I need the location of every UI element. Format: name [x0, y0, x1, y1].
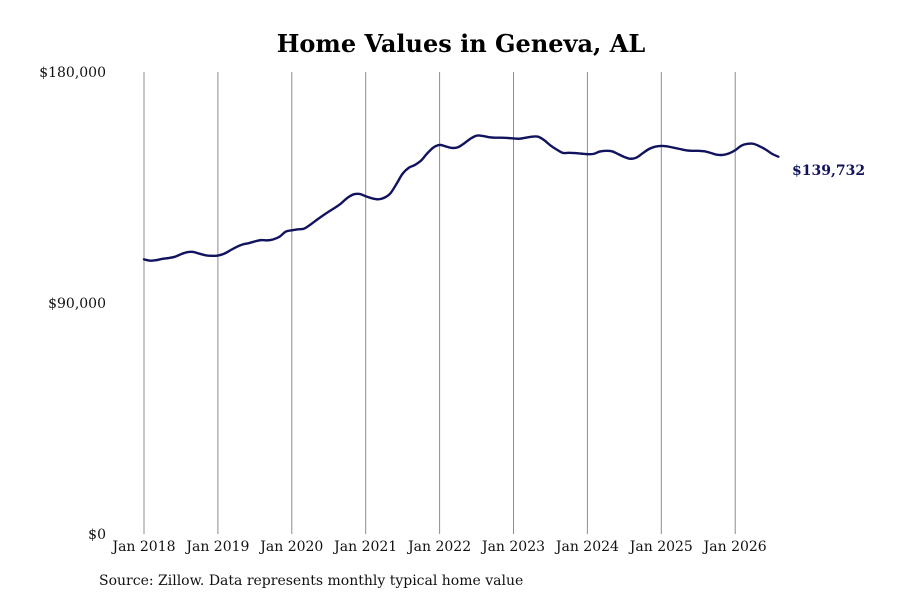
home-value-line — [142, 134, 780, 262]
x-tick-label: Jan 2019 — [184, 539, 249, 555]
y-axis-labels: $0 $90,000 $180,000 — [39, 65, 106, 543]
x-tick-label: Jan 2026 — [702, 539, 767, 555]
x-tick-label: Jan 2024 — [554, 539, 619, 555]
x-tick-label: Jan 2025 — [628, 539, 693, 555]
y-tick-label: $0 — [88, 527, 106, 543]
x-tick-label: Jan 2021 — [332, 539, 397, 555]
x-tick-label: Jan 2022 — [406, 539, 471, 555]
source-note: Source: Zillow. Data represents monthly … — [99, 573, 524, 589]
latest-value-label: $139,732 — [792, 163, 865, 179]
x-tick-label: Jan 2020 — [258, 539, 323, 555]
y-tick-label: $90,000 — [48, 296, 106, 312]
x-tick-label: Jan 2023 — [480, 539, 545, 555]
y-tick-label: $180,000 — [39, 65, 106, 81]
x-axis-labels: Jan 2018 Jan 2019 Jan 2020 Jan 2021 Jan 2022… — [110, 539, 766, 555]
chart-title: Home Values in Geneva, AL — [277, 29, 646, 58]
x-tick-label: Jan 2018 — [110, 539, 175, 555]
x-gridlines — [143, 72, 736, 534]
